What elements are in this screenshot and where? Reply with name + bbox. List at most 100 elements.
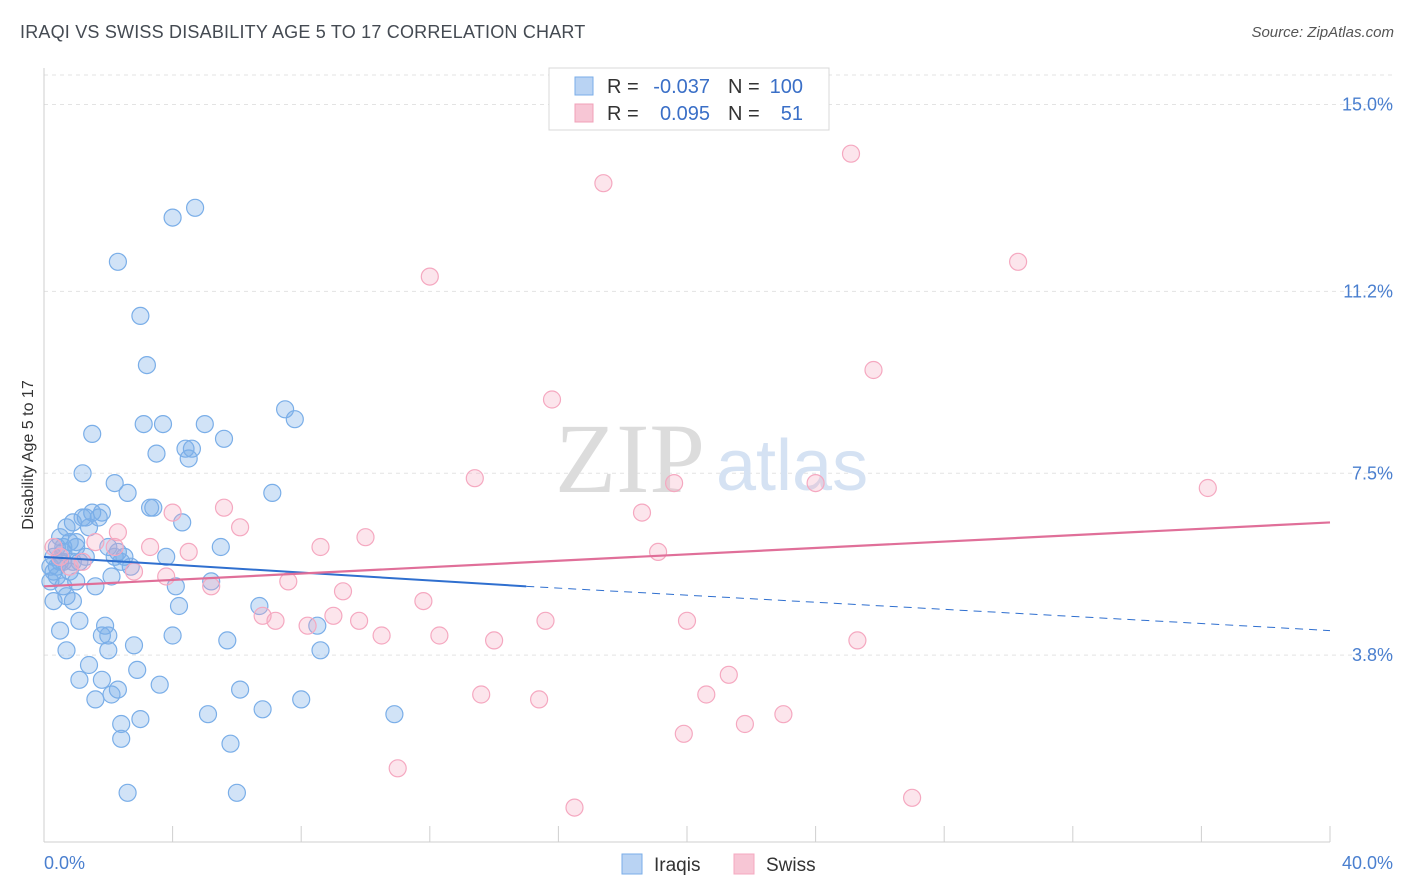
grid-lines [44, 74, 1395, 656]
iraqis-point [118, 483, 137, 502]
source-credit: Source: ZipAtlas.com [1251, 24, 1394, 41]
swiss-point [231, 518, 250, 537]
iraqis-point [134, 415, 153, 434]
swiss-point [420, 267, 439, 286]
iraqis-point [89, 508, 108, 527]
stats-legend-box [548, 67, 830, 131]
iraqis-point [176, 439, 195, 458]
y-tick-labels: 3.8% 7.5% 11.2% 15.0% [1342, 95, 1393, 666]
trend-lines [43, 521, 1331, 632]
iraqis-point [163, 626, 182, 645]
stats-legend-swatch-1 [574, 103, 594, 123]
iraqis-point [108, 680, 128, 699]
x-tick-labels: 0.0% 40.0% [44, 853, 1393, 873]
swiss-point [214, 498, 234, 517]
iraqis-point [131, 709, 150, 729]
swiss-point [674, 724, 693, 743]
iraqis-point [108, 252, 128, 271]
iraqis-trend-line [43, 555, 527, 588]
swiss-point [73, 552, 92, 571]
iraqis-point [99, 626, 118, 645]
iraqis-point [92, 503, 112, 522]
swiss-point [632, 503, 652, 522]
stats-legend-swatch-0 [574, 76, 594, 96]
swiss-point [356, 528, 375, 547]
watermark-zip: ZIP [555, 403, 705, 514]
iraqis-point [227, 783, 246, 802]
iraqis-point [308, 616, 327, 635]
iraqis-trend-extension [526, 585, 1331, 632]
iraqis-point [92, 670, 112, 689]
swiss-point [324, 606, 343, 625]
swiss-point [565, 798, 584, 817]
iraqis-point [198, 705, 218, 724]
y-axis-label: Disability Age 5 to 17 [20, 380, 37, 530]
swiss-point [806, 474, 825, 493]
iraqis-point [285, 410, 304, 429]
swiss-point [44, 537, 63, 557]
swiss-point [774, 705, 793, 724]
iraqis-point [169, 596, 189, 616]
iraqis-point [211, 537, 230, 557]
swiss-point [664, 474, 684, 493]
iraqis-point [128, 660, 147, 680]
y-tick-label-0: 3.8% [1352, 645, 1393, 665]
iraqis-point [73, 464, 92, 483]
swiss-point [542, 390, 562, 409]
stats-legend-n-value-0: 100 [770, 76, 803, 98]
iraqis-point [83, 424, 102, 443]
iraqis-point [311, 641, 330, 660]
iraqis-point [263, 483, 282, 502]
iraqis-point [153, 415, 173, 434]
iraqis-point [173, 513, 192, 532]
x-tick-label-1: 40.0% [1342, 853, 1393, 873]
iraqis-point [70, 611, 89, 630]
iraqis-point [99, 641, 118, 660]
swiss-point [529, 690, 549, 709]
swiss-point [536, 611, 555, 630]
iraqis-point [250, 596, 269, 616]
swiss-point [124, 562, 144, 581]
iraqis-point [253, 700, 272, 719]
iraqis-point [67, 532, 86, 552]
iraqis-point [166, 577, 185, 596]
stats-legend-r-label-1: R = [607, 103, 639, 125]
iraqis-point [95, 616, 115, 635]
iraqis-point [63, 591, 83, 611]
swiss-point [86, 532, 105, 552]
iraqis-point [86, 690, 105, 709]
iraqis-point [105, 474, 124, 493]
swiss-point [1008, 252, 1028, 271]
iraqis-point [112, 729, 131, 748]
swiss-point [279, 572, 298, 591]
y-tick-label-2: 11.2% [1343, 281, 1393, 301]
stats-legend-n-label-1: N = [728, 103, 760, 125]
iraqis-point [150, 675, 169, 694]
swiss-point [202, 577, 221, 596]
iraqis-point [44, 591, 63, 611]
swiss-point [108, 523, 128, 542]
swiss-point [735, 714, 755, 734]
iraqis-point [131, 306, 150, 325]
swiss-point [179, 542, 198, 562]
iraqis-point [186, 198, 205, 217]
axes [43, 68, 1331, 843]
iraqis-point [102, 567, 121, 586]
iraqis-point [57, 641, 76, 660]
swiss-point [864, 360, 883, 380]
iraqis-point [79, 655, 99, 675]
chart-title: IRAQI VS SWISS DISABILITY AGE 5 TO 17 CO… [20, 22, 586, 42]
x-tick-label-0: 0.0% [44, 853, 85, 873]
iraqis-point [214, 429, 234, 448]
swiss-point [677, 611, 697, 630]
iraqis-point [195, 415, 214, 434]
swiss-point [719, 665, 738, 684]
iraqis-point [157, 547, 176, 566]
iraqis-point [124, 636, 144, 655]
iraqis-point [218, 631, 237, 650]
iraqis-point [144, 498, 163, 517]
iraqis-point [137, 356, 156, 375]
series-legend-swatch-0 [621, 853, 643, 875]
swiss-point [311, 537, 330, 557]
